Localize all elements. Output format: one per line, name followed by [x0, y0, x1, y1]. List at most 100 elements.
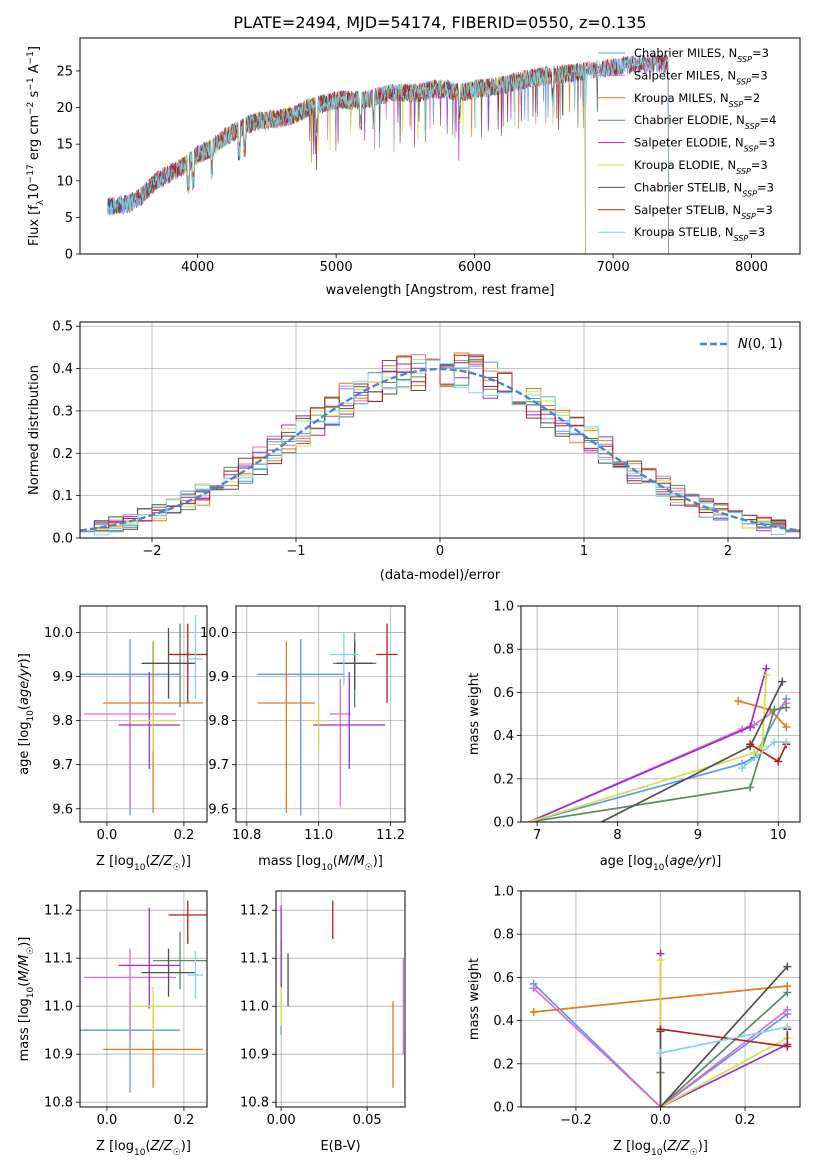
- y-axis-label: mass weight: [467, 673, 482, 755]
- y-tick-label: 15: [56, 138, 73, 153]
- y-tick-label: 9.9: [52, 670, 73, 685]
- weight-marker: [762, 671, 771, 680]
- frame-weight-vs-Z: −0.2 0.0 0.2 0.0 0.2 0.4 0.6 0.8 1.0 Z [log10(Z/Z…: [467, 885, 801, 1158]
- y-tick-label: 0.4: [493, 1014, 514, 1029]
- weight-marker: [656, 1025, 665, 1034]
- weight-marker: [738, 764, 747, 772]
- y-tick-label: 9.7: [208, 758, 229, 773]
- y-tick-label: 11.2: [44, 904, 73, 919]
- weight-series-salpeter-elodie: [656, 949, 792, 1107]
- y-tick-label: 0.4: [493, 729, 514, 744]
- y-tick-label: 10.9: [240, 1048, 269, 1063]
- weight-series-kroupa-elodie: [528, 671, 771, 822]
- y-axis-label: age [log10(age/yr)]: [17, 653, 36, 775]
- y-tick-label: 0.4: [52, 362, 73, 377]
- errorbar-chabrier-stelib: [141, 948, 196, 997]
- axes-mass-vs-Z: 0.0 0.2 10.8 10.9 11.0 11.1 11.2 Z [log10(Z/Z☉)…: [17, 890, 208, 1158]
- x-tick-label: 10: [770, 828, 787, 843]
- axes-frame: [79, 605, 208, 823]
- weight-line: [533, 983, 788, 1107]
- axes-weight-vs-Z: −0.2 0.0 0.2 0.0 0.2 0.4 0.6 0.8 1.0 Z [log10(Z/Z…: [467, 885, 801, 1158]
- y-tick-label: 25: [56, 64, 73, 79]
- legend-entry: Kroupa ELODIE, NSSP=3: [634, 158, 768, 176]
- errorbar-chabrier-miles: [257, 639, 344, 816]
- axes-frame: [79, 890, 208, 1108]
- frame-spectrum: 4000 5000 6000 7000 8000 0 5 10 15 20 25 Chabrier M…: [26, 37, 801, 298]
- plot-area-age-vs-Z: [80, 614, 207, 816]
- axes-frame: [275, 890, 406, 1108]
- errorbar-salpeter-stelib: [376, 623, 398, 703]
- y-tick-label: 0.2: [493, 1057, 514, 1072]
- y-tick-label: 1.0: [493, 600, 514, 615]
- x-tick-label: 8: [613, 828, 621, 843]
- weight-marker: [783, 1023, 792, 1032]
- y-tick-label: 0.2: [493, 772, 514, 787]
- weight-marker: [783, 1005, 792, 1014]
- x-tick-label: 0.0: [650, 1113, 671, 1128]
- errorbar-kroupa-elodie: [307, 702, 330, 752]
- x-axis-label: age [log10(age/yr)]: [600, 854, 722, 873]
- x-tick-label: 4000: [181, 260, 214, 275]
- plot-area-residuals: [80, 352, 800, 538]
- errorbar-kroupa-stelib: [187, 951, 204, 999]
- residual-legend: N(0, 1): [700, 337, 783, 352]
- weight-marker: [774, 757, 783, 766]
- y-axis-label: mass weight: [467, 958, 482, 1040]
- legend-entry: N(0, 1): [738, 337, 783, 352]
- x-tick-label: 11.2: [376, 828, 405, 843]
- errorbar-kroupa-stelib: [329, 632, 359, 686]
- x-tick-label: 0.05: [353, 1113, 382, 1128]
- weight-series-kroupa-stelib: [656, 1023, 792, 1057]
- errorbar-salpeter-stelib: [168, 623, 207, 703]
- weight-marker: [770, 738, 779, 747]
- axes-frame: [520, 605, 801, 823]
- weight-marker: [656, 1049, 665, 1057]
- y-axis-label: mass [log10(M/M☉)]: [17, 937, 36, 1062]
- x-tick-label: 6000: [458, 260, 491, 275]
- frame-mass-vs-Z: 0.0 0.2 10.8 10.9 11.0 11.1 11.2 Z [log10(Z/Z☉)…: [17, 890, 208, 1158]
- x-axis-label: Z [log10(Z/Z☉)]: [613, 1139, 708, 1158]
- legend-entry: Salpeter STELIB, NSSP=3: [634, 203, 773, 221]
- errorbar-salpeter-stelib: [168, 900, 207, 944]
- errorbar-kroupa-elodie: [130, 987, 177, 1040]
- axes-age-vs-mass: 10.8 11.0 11.2 9.6 9.7 9.8 9.9 10.0 mass [log10(…: [200, 605, 406, 873]
- y-tick-label: 0.6: [493, 971, 514, 986]
- errorbar-chabrier-elodie: [153, 931, 207, 990]
- weight-marker: [529, 984, 538, 993]
- x-axis-label: mass [log10(M/M☉)]: [258, 854, 383, 873]
- frame-mass-vs-EBV: 0.00 0.05 10.8 10.9 11.0 11.1 11.2 E(B-V): [240, 890, 406, 1154]
- weight-line: [533, 987, 788, 1107]
- weight-marker: [746, 783, 755, 792]
- legend-entry: Salpeter ELODIE, NSSP=3: [634, 136, 775, 154]
- y-tick-label: 11.0: [44, 1000, 73, 1015]
- legend-entry: Salpeter MILES, NSSP=3: [634, 68, 768, 86]
- weight-marker: [529, 1007, 538, 1016]
- errorbar-kroupa-stelib: [187, 614, 204, 699]
- errorbar-salpeter-miles: [329, 678, 352, 807]
- y-tick-label: 10.0: [200, 626, 229, 641]
- y-axis-label: Normed distribution: [27, 365, 42, 495]
- y-tick-label: 10.8: [44, 1096, 73, 1111]
- y-tick-label: 10.9: [44, 1048, 73, 1063]
- legend-entry: Kroupa MILES, NSSP=2: [634, 91, 760, 109]
- weight-line: [528, 698, 788, 822]
- y-tick-label: 0.6: [493, 686, 514, 701]
- y-tick-label: 0: [65, 248, 73, 263]
- x-tick-label: 0.0: [97, 828, 118, 843]
- plot-area-mass-vs-EBV: [280, 900, 405, 1093]
- weight-series-salpeter-elodie: [528, 664, 771, 822]
- weight-marker: [770, 705, 779, 714]
- y-tick-label: 9.6: [52, 802, 73, 817]
- legend-entry: Chabrier STELIB, NSSP=3: [634, 180, 774, 198]
- y-tick-label: 11.0: [240, 1000, 269, 1015]
- y-tick-label: 11.2: [240, 904, 269, 919]
- axes-frame: [235, 605, 406, 823]
- axes-weight-vs-age: 7 8 9 10 0.0 0.2 0.4 0.6 0.8 1.0 age [log10(age/yr…: [467, 600, 801, 873]
- y-tick-label: 0.8: [493, 928, 514, 943]
- y-axis-label: Flux [fλ10−17 erg cm−2 s−1 A−1]: [26, 46, 46, 246]
- x-tick-label: −0.2: [560, 1113, 592, 1128]
- x-tick-label: 10.8: [232, 828, 261, 843]
- x-tick-label: 0.2: [174, 1113, 195, 1128]
